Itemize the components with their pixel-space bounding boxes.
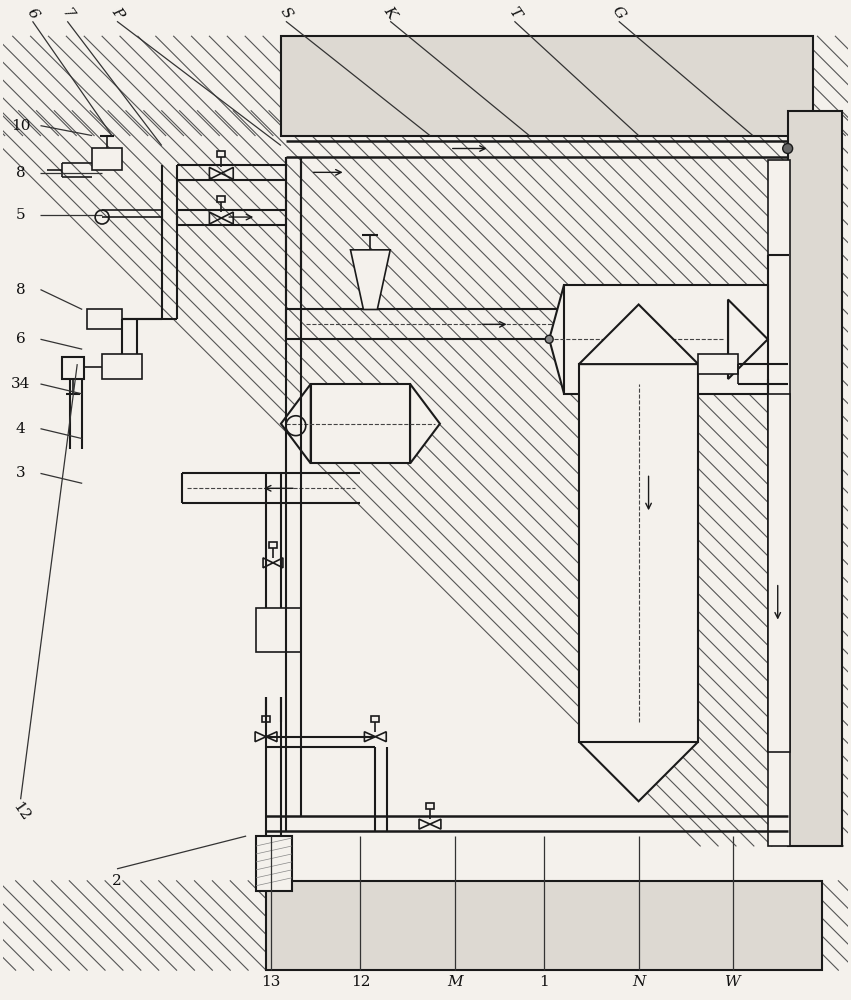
Bar (788, 111, 842, 846)
Text: 6: 6 (15, 332, 26, 346)
Text: 4: 4 (15, 422, 26, 436)
Text: P: P (108, 5, 126, 21)
Text: 8: 8 (16, 166, 26, 180)
Polygon shape (549, 285, 564, 394)
Text: 1: 1 (540, 975, 549, 989)
Bar (256, 608, 300, 652)
Text: 6: 6 (24, 5, 41, 21)
Bar (102, 354, 142, 379)
Text: 7: 7 (59, 5, 76, 21)
Text: 12: 12 (351, 975, 370, 989)
Polygon shape (351, 250, 391, 309)
Bar (579, 364, 698, 742)
Text: S: S (277, 5, 294, 21)
Text: 10: 10 (11, 119, 31, 133)
Bar (269, 542, 277, 548)
Text: K: K (381, 4, 399, 21)
Bar (371, 716, 380, 722)
Text: 13: 13 (261, 975, 281, 989)
Bar (266, 881, 822, 970)
Bar (256, 836, 292, 891)
Bar (262, 716, 270, 722)
Bar (768, 394, 790, 752)
Text: 8: 8 (16, 283, 26, 297)
Bar (217, 196, 226, 202)
Text: W: W (725, 975, 741, 989)
Text: 2: 2 (112, 874, 122, 888)
Circle shape (545, 335, 553, 343)
Text: G: G (609, 3, 628, 21)
Polygon shape (579, 742, 698, 801)
Bar (281, 36, 813, 136)
Bar (217, 151, 226, 157)
Polygon shape (410, 384, 440, 463)
Polygon shape (281, 384, 311, 463)
Text: M: M (447, 975, 463, 989)
Text: 5: 5 (16, 208, 26, 222)
Bar (281, 36, 813, 136)
Circle shape (783, 144, 792, 153)
Polygon shape (728, 300, 768, 379)
Bar (266, 881, 822, 970)
Text: 3: 3 (16, 466, 26, 480)
Bar (311, 384, 410, 463)
Text: N: N (632, 975, 645, 989)
Bar (788, 111, 842, 846)
Bar (426, 803, 434, 809)
Polygon shape (579, 304, 698, 364)
Text: 12: 12 (9, 799, 32, 823)
Bar (87, 309, 122, 329)
Text: 34: 34 (11, 377, 31, 391)
Bar (768, 160, 790, 846)
Text: T: T (505, 5, 523, 21)
Bar (92, 148, 122, 170)
Bar (698, 354, 738, 374)
Bar (62, 357, 84, 379)
Bar (564, 285, 768, 394)
